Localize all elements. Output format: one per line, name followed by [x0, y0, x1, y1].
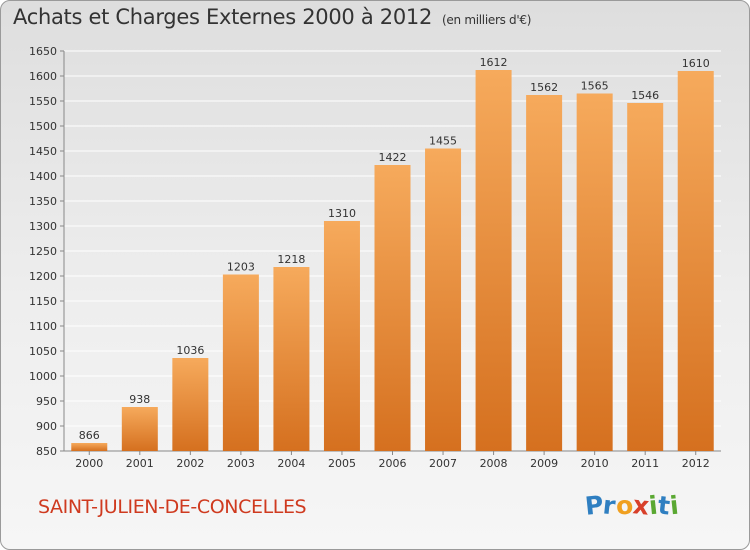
- y-tick-label: 850: [36, 445, 57, 458]
- bar: [121, 407, 158, 451]
- y-tick-label: 1650: [29, 45, 57, 58]
- logo-letter: i: [668, 490, 680, 521]
- x-tick-label: 2012: [682, 457, 710, 470]
- y-tick-label: 1600: [29, 70, 57, 83]
- y-tick-label: 1050: [29, 345, 57, 358]
- data-label: 1218: [277, 253, 305, 266]
- y-tick-label: 1500: [29, 120, 57, 133]
- bar: [475, 70, 512, 451]
- data-label: 1455: [429, 135, 457, 148]
- bar: [677, 71, 714, 451]
- chart-title: Achats et Charges Externes 2000 à 2012 (e…: [13, 5, 531, 29]
- x-tick-label: 2002: [176, 457, 204, 470]
- y-tick-label: 1400: [29, 170, 57, 183]
- x-tick-label: 2000: [75, 457, 103, 470]
- y-tick-label: 900: [36, 420, 57, 433]
- bar: [374, 165, 411, 451]
- y-tick-label: 1150: [29, 295, 57, 308]
- y-tick-label: 950: [36, 395, 57, 408]
- data-label: 1565: [581, 80, 609, 93]
- data-label: 1310: [328, 207, 356, 220]
- bar: [222, 274, 259, 451]
- x-tick-label: 2008: [480, 457, 508, 470]
- x-tick-label: 2003: [227, 457, 255, 470]
- y-tick-label: 1000: [29, 370, 57, 383]
- bar: [526, 95, 563, 451]
- bar: [71, 443, 108, 451]
- y-tick-label: 1250: [29, 245, 57, 258]
- x-tick-label: 2006: [379, 457, 407, 470]
- proxiti-logo[interactable]: Proxiti: [584, 490, 680, 521]
- y-tick-label: 1550: [29, 95, 57, 108]
- data-label: 866: [79, 429, 100, 442]
- commune-name: SAINT-JULIEN-DE-CONCELLES: [38, 496, 307, 518]
- y-tick-label: 1100: [29, 320, 57, 333]
- bar: [172, 358, 209, 451]
- bar: [425, 148, 462, 451]
- x-tick-label: 2005: [328, 457, 356, 470]
- data-label: 1036: [176, 344, 204, 357]
- data-label: 1422: [379, 151, 407, 164]
- data-label: 1562: [530, 81, 558, 94]
- data-label: 1612: [480, 56, 508, 69]
- chart-unit: (en milliers d'€): [442, 13, 532, 27]
- y-tick-label: 1300: [29, 220, 57, 233]
- y-tick-label: 1450: [29, 145, 57, 158]
- y-tick-label: 1200: [29, 270, 57, 283]
- x-tick-label: 2007: [429, 457, 457, 470]
- y-tick-label: 1350: [29, 195, 57, 208]
- bar: [627, 103, 664, 451]
- bar: [576, 93, 613, 451]
- x-tick-label: 2011: [631, 457, 659, 470]
- chart-title-text: Achats et Charges Externes 2000 à 2012: [13, 5, 433, 29]
- x-tick-label: 2001: [126, 457, 154, 470]
- x-tick-label: 2010: [581, 457, 609, 470]
- x-tick-label: 2009: [530, 457, 558, 470]
- x-tick-label: 2004: [277, 457, 305, 470]
- data-label: 1610: [682, 57, 710, 70]
- bar: [323, 221, 360, 451]
- data-label: 1546: [631, 89, 659, 102]
- data-label: 1203: [227, 261, 255, 274]
- bar: [273, 267, 310, 451]
- data-label: 938: [129, 393, 150, 406]
